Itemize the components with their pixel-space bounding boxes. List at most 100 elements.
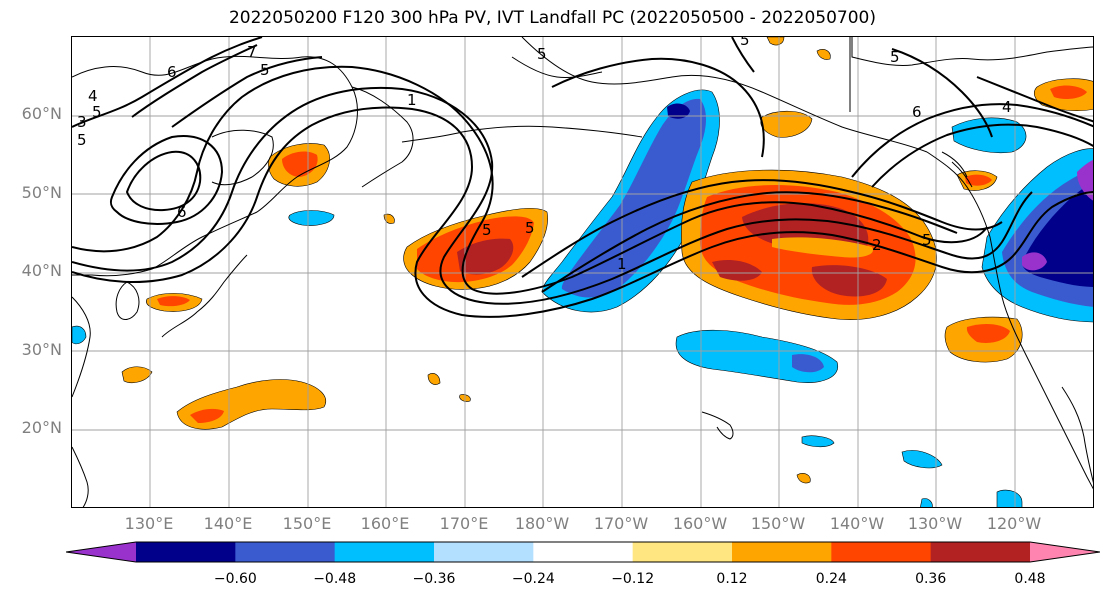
lat-label-20n: 20°N — [21, 418, 62, 437]
colorbar-tick-label: 0.60 — [1094, 571, 1105, 587]
contour-label: 2 — [872, 236, 882, 254]
blue-patch-west — [288, 210, 335, 226]
contour-label: 1 — [617, 255, 627, 273]
pv-contour-11 — [551, 57, 765, 158]
pv-contour-2 — [109, 135, 224, 225]
map-panel: 5 6 7 5 4 5 6 5 1 5 5 1 5 2 5 6 4 3 5 — [71, 36, 1094, 508]
orange-patch-small-1 — [121, 366, 153, 383]
colorbar-segment — [334, 542, 435, 562]
coastline-hawaii — [701, 411, 734, 440]
contour-label: 5 — [740, 37, 750, 49]
colorbar-segment — [1030, 542, 1100, 562]
coastline-japan — [161, 254, 248, 338]
contour-label: 5 — [92, 103, 102, 121]
red-patch-east — [966, 323, 1010, 343]
orange-patch-tiny-2 — [766, 37, 785, 46]
pv-contour-7 — [131, 44, 258, 118]
pv-contour-16 — [731, 37, 755, 73]
colorbar-segment — [632, 542, 733, 562]
contour-label: 6 — [912, 103, 922, 121]
colorbar-tick-label: 0.24 — [815, 571, 847, 587]
orange-band-central — [772, 237, 873, 258]
colorbar-segment — [732, 542, 832, 562]
pv-contour-13 — [871, 123, 1093, 188]
lon-label: 130°E — [124, 514, 174, 533]
colorbar-segment — [235, 542, 336, 562]
contour-label: 6 — [177, 203, 187, 221]
contour-label: 1 — [407, 91, 417, 109]
blue-patch-small-3 — [996, 489, 1023, 507]
darkred-region-kuroshio — [457, 238, 514, 275]
red-patch-northeast — [1050, 85, 1087, 100]
blue-region-subtropical-inner — [792, 354, 824, 373]
contour-label: 5 — [525, 219, 535, 237]
coastline-alaska-west — [511, 56, 603, 78]
contour-label: 5 — [77, 131, 87, 149]
red-patch-subtropical-west — [190, 408, 224, 423]
lon-label: 130°W — [907, 514, 963, 533]
map-gridlines — [72, 37, 1093, 507]
pv-contour-6 — [72, 37, 263, 128]
contour-label: 4 — [88, 87, 98, 105]
blue-patch-small-4 — [920, 498, 933, 507]
darkblue-core-north — [667, 103, 690, 119]
colorbar-tick-label: −0.48 — [313, 571, 357, 587]
coastline-china-coast — [72, 296, 91, 398]
darkred-region-central-3 — [712, 260, 762, 281]
colorbar-tick-label: −0.36 — [412, 571, 456, 587]
colorbar-segment — [136, 542, 236, 562]
colorbar-tick-label: 0.12 — [716, 571, 748, 587]
blue-patch-small-1 — [801, 435, 835, 448]
contour-label: 5 — [537, 45, 547, 63]
colorbar-tick-label: −0.12 — [611, 571, 655, 587]
coastline-aleutians — [401, 125, 643, 143]
contour-label: 5 — [260, 61, 270, 79]
purple-core-east-2 — [1022, 252, 1047, 271]
pv-contour-4 — [72, 86, 1033, 305]
coastline-sea-okhotsk — [211, 129, 274, 186]
pv-contour-8 — [171, 56, 323, 128]
orange-patch-tiny-1 — [816, 49, 831, 60]
colorbar-segment — [66, 542, 136, 562]
lon-label: 180°W — [514, 514, 570, 533]
coastline-canada-north — [851, 37, 1093, 66]
red-patch-bc — [965, 174, 992, 186]
lon-label: 150°W — [750, 514, 806, 533]
negative-anomaly-shading — [72, 89, 1093, 507]
pv-contour-3 — [72, 65, 988, 295]
lon-label: 170°W — [593, 514, 649, 533]
colorbar-tick-label: −0.60 — [213, 571, 257, 587]
colorbar-tick-label: 0.48 — [1014, 571, 1046, 587]
coastline-kamchatka — [351, 86, 414, 188]
contour-label: 3 — [77, 113, 87, 131]
colorbar-segment — [533, 542, 634, 562]
coastline-philippines — [72, 446, 89, 507]
lon-label: 160°E — [360, 514, 410, 533]
lon-label: 120°W — [986, 514, 1042, 533]
coastlines — [72, 37, 1093, 507]
orange-patch-small-2 — [427, 373, 441, 385]
colorbar-outline — [66, 541, 1100, 563]
pv-contours — [72, 37, 1093, 318]
pv-contour-9 — [521, 179, 1003, 278]
lon-label: 140°E — [203, 514, 253, 533]
blue-patch-left-edge — [72, 325, 87, 345]
colorbar-tick-label: −0.24 — [511, 571, 555, 587]
lon-label: 170°E — [439, 514, 489, 533]
coastline-baja — [1061, 386, 1093, 484]
coastline-na-west — [926, 151, 1093, 490]
contour-label: 5 — [890, 48, 900, 66]
contour-label: 7 — [247, 43, 257, 61]
positive-anomaly-shading — [121, 37, 1093, 484]
colorbar — [66, 541, 1100, 563]
contour-label: 5 — [922, 231, 932, 249]
lat-label-60n: 60°N — [21, 104, 62, 123]
contour-label: 4 — [1002, 98, 1012, 116]
pv-contour-15 — [976, 76, 1093, 123]
orange-patch-gulf-alaska — [760, 110, 813, 138]
map-canvas: 5 6 7 5 4 5 6 5 1 5 5 1 5 2 5 6 4 3 5 — [72, 37, 1093, 507]
lon-label: 150°E — [282, 514, 332, 533]
pv-contour-labels: 5 6 7 5 4 5 6 5 1 5 5 1 5 2 5 6 4 3 5 — [77, 37, 1012, 273]
lon-label: 160°W — [672, 514, 728, 533]
pv-contour-5 — [72, 106, 1093, 318]
